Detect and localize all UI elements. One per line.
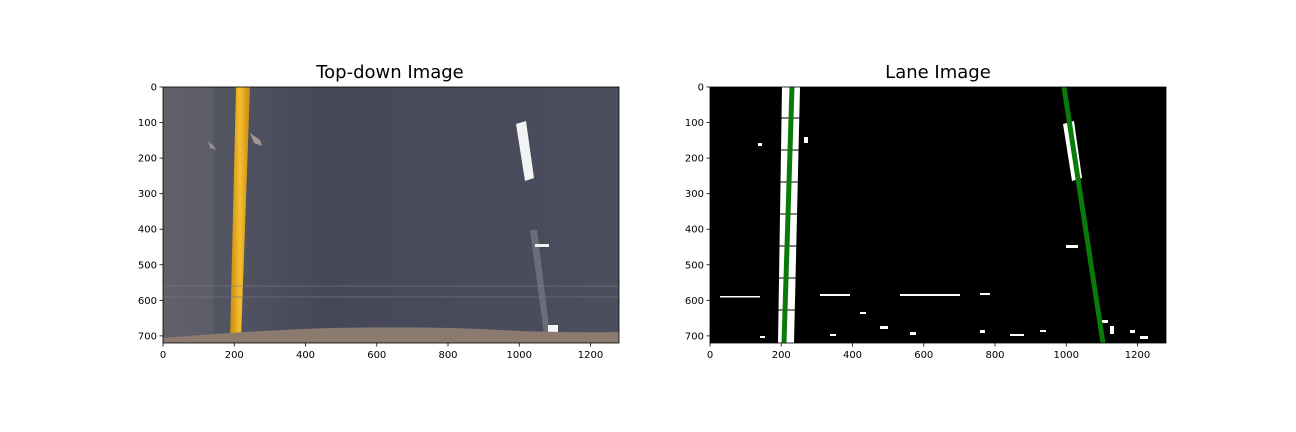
right-ticks: 0 200 400 600 800 1000 1200 0 100 200 300 400 500 600… xyxy=(685,83,1150,362)
right-x-tick-label: 1200 xyxy=(1125,350,1150,361)
right-x-tick-label: 200 xyxy=(772,350,791,361)
left-y-tick-label: 500 xyxy=(138,260,157,271)
topdown-image xyxy=(163,87,619,343)
left-y-tick-label: 400 xyxy=(138,225,157,236)
right-x-tick-label: 1000 xyxy=(1054,350,1079,361)
lane-binary-image xyxy=(710,86,1166,344)
right-x-tick-label: 400 xyxy=(843,350,862,361)
left-x-tick-label: 200 xyxy=(225,350,244,361)
left-x-tick-label: 0 xyxy=(160,350,166,361)
left-y-tick-label: 700 xyxy=(138,331,157,342)
right-x-tick-label: 0 xyxy=(707,350,713,361)
right-panel-title: Lane Image xyxy=(885,62,991,83)
left-panel-title: Top-down Image xyxy=(316,62,464,83)
left-y-tick-label: 200 xyxy=(138,154,157,165)
left-x-tick-label: 400 xyxy=(296,350,315,361)
white-lane-marking xyxy=(516,121,534,181)
yellow-lane-line xyxy=(230,87,250,340)
right-y-tick-label: 400 xyxy=(685,225,704,236)
right-y-tick-label: 0 xyxy=(698,83,704,94)
right-y-tick-label: 200 xyxy=(685,154,704,165)
left-axes xyxy=(162,86,620,344)
right-y-tick-label: 600 xyxy=(685,296,704,307)
right-y-tick-label: 500 xyxy=(685,260,704,271)
left-x-tick-label: 600 xyxy=(367,350,386,361)
left-y-tick-label: 0 xyxy=(151,83,157,94)
right-axes xyxy=(709,86,1167,344)
right-lane-fit-line xyxy=(1061,86,1106,344)
left-ticks: 0 200 400 600 800 1000 1200 0 100 200 300 400 500 600… xyxy=(138,83,603,362)
right-x-tick-label: 800 xyxy=(985,350,1004,361)
left-x-tick-label: 1200 xyxy=(578,350,603,361)
right-y-tick-label: 300 xyxy=(685,189,704,200)
left-x-tick-label: 800 xyxy=(438,350,457,361)
right-y-tick-label: 700 xyxy=(685,331,704,342)
left-y-tick-label: 100 xyxy=(138,118,157,129)
left-x-tick-label: 1000 xyxy=(507,350,532,361)
right-y-tick-label: 100 xyxy=(685,118,704,129)
left-y-tick-label: 600 xyxy=(138,296,157,307)
left-y-tick-label: 300 xyxy=(138,189,157,200)
left-lane-fit-line xyxy=(781,86,795,344)
right-x-tick-label: 600 xyxy=(914,350,933,361)
